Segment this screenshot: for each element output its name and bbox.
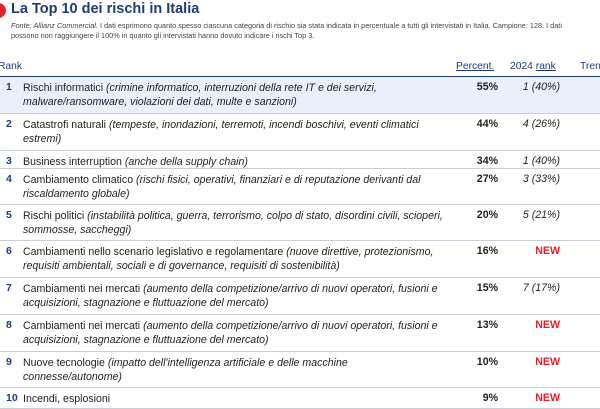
- risk-description: Cambiamenti nei mercati (aumento della c…: [23, 282, 448, 310]
- new-badge: NEW: [535, 319, 560, 331]
- table-row: 6 Cambiamenti nello scenario legislativo …: [0, 241, 600, 278]
- risk-percent: 34%: [476, 155, 498, 167]
- risk-detail: (crimine informatico, interruzioni della…: [23, 82, 377, 108]
- rank-number: 1: [6, 81, 12, 93]
- risk-description: Cambiamenti nei mercati (aumento della c…: [23, 319, 448, 347]
- header-percent: Percent.: [456, 61, 495, 72]
- table-row: 2 Catastrofi naturali (tempeste, inondazi…: [0, 114, 600, 151]
- risk-description: Nuove tecnologie (impatto dell'intellige…: [23, 356, 448, 384]
- risk-detail: (aumento della competizione/arrivo di nu…: [23, 320, 438, 346]
- risk-detail: (nuove direttive, protezionismo, requisi…: [23, 246, 434, 272]
- risk-percent: 55%: [476, 81, 498, 93]
- risk-detail: (instabilità politica, guerra, terrorism…: [23, 210, 443, 236]
- header-2024-year: 2024: [510, 61, 536, 72]
- table-row: 5 Rischi politici (instabilità politica, …: [0, 205, 600, 241]
- risk-detail: (rischi fisici, operativi, finanziari e …: [23, 174, 421, 200]
- risk-name: Incendi, esplosioni: [23, 393, 111, 405]
- risk-detail: (tempeste, inondazioni, terremoti, incen…: [23, 119, 419, 145]
- header-divider: [0, 76, 600, 77]
- risk-description: Cambiamenti nello scenario legislativo e…: [23, 245, 448, 273]
- prev-rank: 1 (40%): [522, 155, 560, 167]
- risk-description: Business interruption (anche della suppl…: [23, 155, 448, 169]
- risk-percent: 9%: [482, 392, 498, 404]
- title-bullet-icon: [0, 3, 6, 18]
- rank-number: 9: [6, 356, 12, 368]
- table-row: 3 Business interruption (anche della supp…: [0, 151, 600, 169]
- risk-percent: 16%: [476, 245, 498, 257]
- risk-description: Catastrofi naturali (tempeste, inondazio…: [23, 118, 448, 146]
- risk-name: Nuove tecnologie: [23, 357, 108, 369]
- risk-detail: (anche della supply chain): [124, 156, 248, 168]
- table-row: 9 Nuove tecnologie (impatto dell'intellig…: [0, 352, 600, 388]
- risk-name: Cambiamenti nei mercati: [23, 283, 144, 295]
- new-badge: NEW: [535, 245, 560, 257]
- table-row: 10 Incendi, esplosioni 9% NEW: [0, 388, 600, 409]
- header-2024-rank-word: rank: [535, 61, 556, 72]
- risk-description: Rischi informatici (crimine informatico,…: [23, 81, 448, 109]
- table-row: 8 Cambiamenti nei mercati (aumento della …: [0, 315, 600, 352]
- rank-number: 4: [6, 173, 12, 185]
- table-row: 4 Cambiamento climatico (rischi fisici, o…: [0, 169, 600, 205]
- source-text: I dati esprimono quanto spesso ciascuna …: [11, 21, 562, 40]
- table-header: Rank Percent. 2024 rank Trend: [0, 61, 600, 75]
- risk-detail: (impatto dell'intelligenza artificiale e…: [23, 357, 348, 383]
- risk-detail: (aumento della competizione/arrivo di nu…: [23, 283, 438, 309]
- risk-percent: 20%: [476, 209, 498, 221]
- risk-percent: 13%: [476, 319, 498, 331]
- prev-rank: 7 (17%): [522, 282, 560, 294]
- prev-rank: 4 (26%): [522, 118, 560, 130]
- risk-percent: 10%: [476, 356, 498, 368]
- header-trend: Trend: [580, 61, 600, 72]
- risk-name: Cambiamenti nei mercati: [23, 320, 144, 332]
- prev-rank: 3 (33%): [522, 173, 560, 185]
- risk-description: Rischi politici (instabilità politica, g…: [23, 209, 448, 237]
- rank-number: 10: [6, 392, 18, 404]
- header-rank: Rank: [0, 61, 23, 72]
- source-label: Fonte: Allianz Commercial.: [11, 21, 98, 30]
- rank-number: 6: [6, 245, 12, 257]
- rank-number: 3: [6, 155, 12, 167]
- risk-percent: 44%: [476, 118, 498, 130]
- rank-number: 5: [6, 209, 12, 221]
- rank-number: 2: [6, 118, 12, 130]
- title-row: La Top 10 dei rischi in Italia: [0, 0, 600, 20]
- risk-percent: 27%: [476, 173, 498, 185]
- table-row: 1 Rischi informatici (crimine informatico…: [0, 77, 600, 114]
- new-badge: NEW: [535, 392, 560, 404]
- risk-table: 1 Rischi informatici (crimine informatico…: [0, 77, 600, 409]
- source-note: Fonte: Allianz Commercial. I dati esprim…: [11, 21, 581, 41]
- risk-name: Catastrofi naturali: [23, 119, 109, 131]
- risk-name: Rischi informatici: [23, 82, 107, 94]
- risk-percent: 15%: [476, 282, 498, 294]
- risk-name: Business interruption: [23, 156, 125, 168]
- rank-number: 8: [6, 319, 12, 331]
- prev-rank: 1 (40%): [522, 81, 560, 93]
- new-badge: NEW: [535, 356, 560, 368]
- risk-name: Cambiamenti nello scenario legislativo e…: [23, 246, 287, 258]
- header-2024-rank: 2024 rank: [510, 61, 556, 72]
- risk-description: Cambiamento climatico (rischi fisici, op…: [23, 173, 448, 201]
- rank-number: 7: [6, 282, 12, 294]
- prev-rank: 5 (21%): [522, 209, 560, 221]
- risk-name: Cambiamento climatico: [23, 174, 137, 186]
- risk-description: Incendi, esplosioni: [23, 392, 448, 406]
- risk-name: Rischi politici: [23, 210, 88, 222]
- page-title: La Top 10 dei rischi in Italia: [11, 1, 200, 17]
- table-row: 7 Cambiamenti nei mercati (aumento della …: [0, 278, 600, 315]
